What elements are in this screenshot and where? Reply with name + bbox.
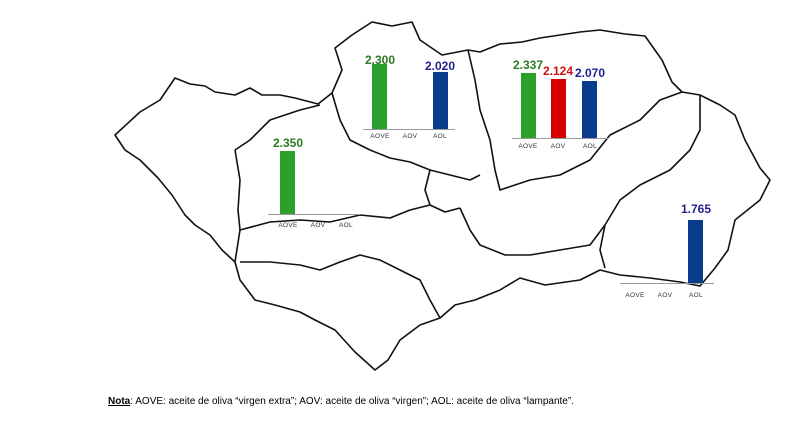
- category-label: AOVE: [518, 143, 538, 150]
- category-label: AOV: [310, 222, 326, 229]
- category-label: AOV: [402, 133, 418, 140]
- category-label: AOVE: [278, 222, 298, 229]
- value-label-aol: 2.020: [424, 59, 456, 73]
- value-label-aov: 2.124: [542, 64, 574, 78]
- x-axis: [620, 283, 714, 284]
- category-label: AOL: [689, 292, 703, 299]
- footnote: Nota: AOVE: aceite de oliva “virgen extr…: [108, 396, 574, 407]
- region-boundary: [234, 104, 321, 151]
- bar-aove: [521, 73, 536, 139]
- footnote-text: : AOVE: aceite de oliva “virgen extra”; …: [130, 396, 574, 407]
- value-label-aol: 1.765: [680, 202, 712, 216]
- value-label-aol: 2.070: [574, 66, 606, 80]
- region-boundary: [234, 149, 241, 263]
- region-boundary: [331, 92, 481, 181]
- value-label-aove: 2.337: [512, 58, 544, 72]
- x-axis: [363, 129, 455, 130]
- footnote-prefix: Nota: [108, 396, 131, 407]
- region-boundary: [467, 49, 683, 191]
- category-label: AOL: [339, 222, 353, 229]
- region-boundary: [424, 169, 431, 206]
- region-outline: [114, 21, 771, 371]
- bar-aol: [582, 81, 597, 139]
- region-boundary: [459, 95, 701, 256]
- value-label-aove: 2.300: [364, 53, 396, 67]
- region-boundary: [599, 224, 606, 269]
- x-axis: [512, 138, 608, 139]
- category-label: AOVE: [370, 133, 390, 140]
- bar-aol: [433, 72, 448, 130]
- category-label: AOVE: [625, 292, 645, 299]
- bar-chart-south-east: 1.765 AOVE AOV AOL: [620, 202, 714, 299]
- bar-aov: [551, 79, 566, 139]
- category-label: AOL: [583, 143, 597, 150]
- bar-chart-north-center: 2.300 2.020 AOVE AOV AOL: [363, 53, 456, 140]
- x-axis: [268, 214, 360, 215]
- category-label: AOL: [433, 133, 447, 140]
- region-boundary: [240, 254, 441, 319]
- bar-aove: [372, 64, 387, 130]
- category-label: AOV: [657, 292, 673, 299]
- bar-chart-west-center: 2.350 AOVE AOV AOL: [268, 136, 360, 229]
- category-label: AOV: [550, 143, 566, 150]
- bar-aove: [280, 151, 295, 215]
- bar-aol: [688, 220, 703, 284]
- value-label-aove: 2.350: [272, 136, 304, 150]
- bar-chart-north-east: 2.337 2.124 2.070 AOVE AOV AOL: [512, 58, 608, 150]
- region-boundary: [239, 204, 461, 231]
